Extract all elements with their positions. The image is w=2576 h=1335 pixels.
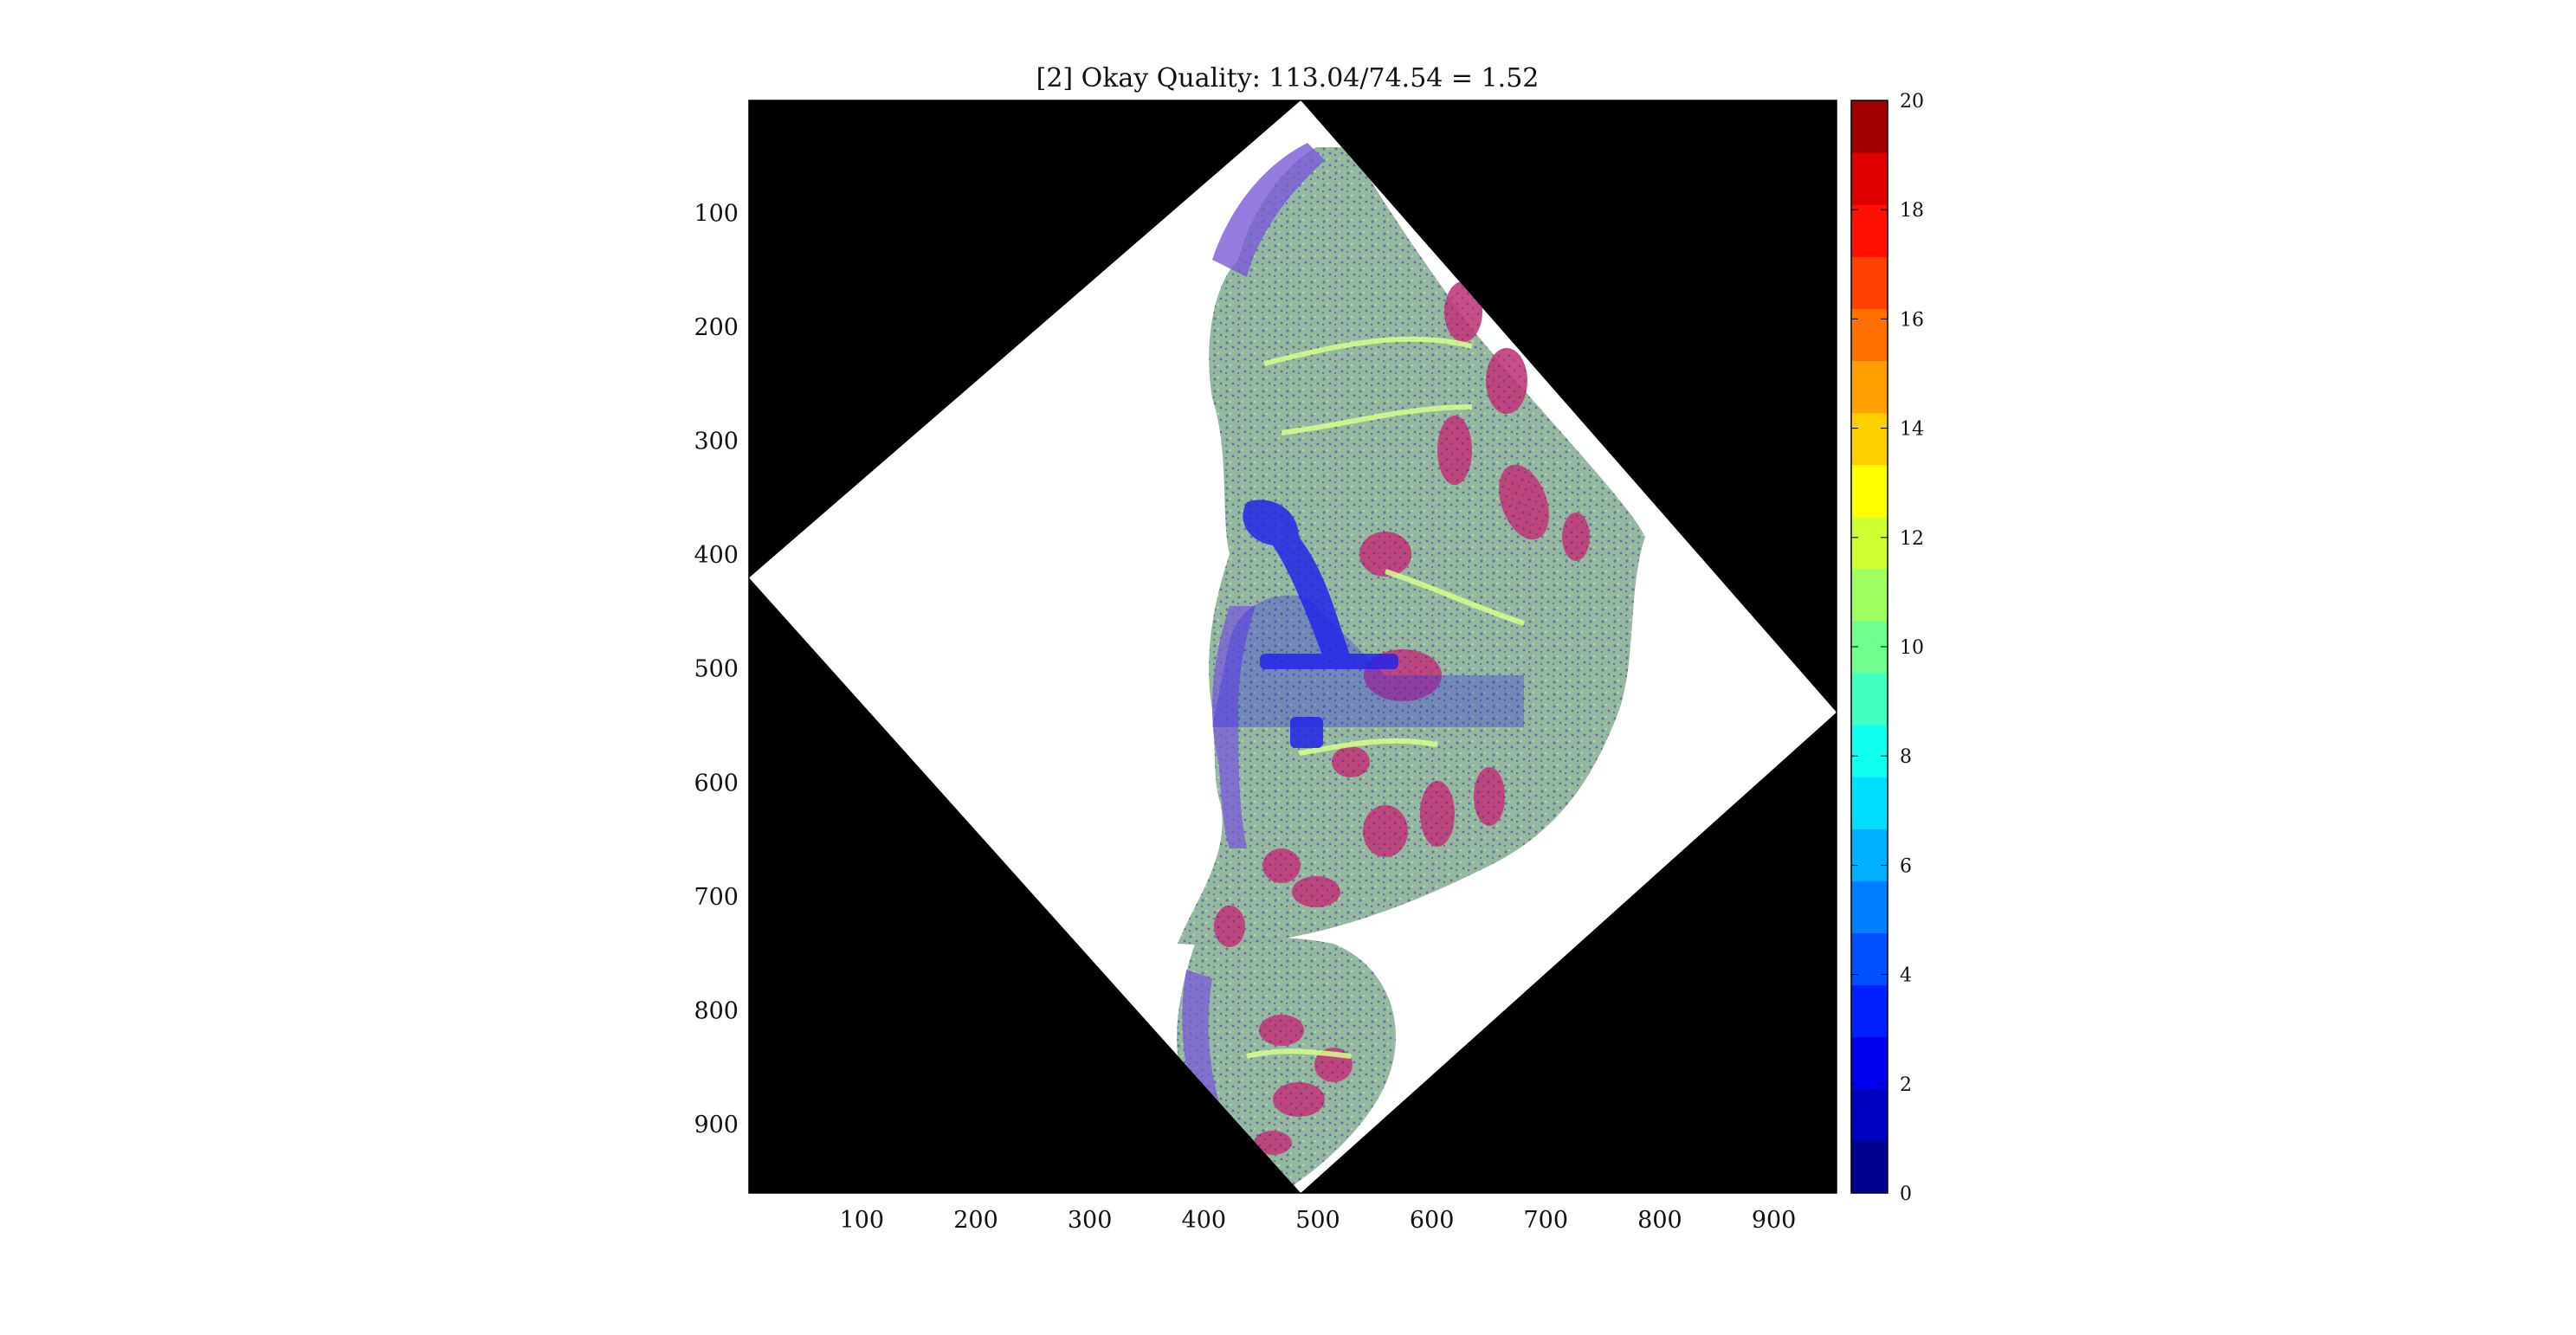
x-tick-label: 400 (1182, 1207, 1227, 1234)
colorbar-swatch (1851, 360, 1888, 414)
annotation-stroke (1243, 500, 1398, 748)
x-tick-label: 900 (1752, 1207, 1797, 1234)
y-tick-label: 500 (694, 656, 739, 683)
tissue-overlay (1177, 143, 1645, 1193)
colorbar-swatch (1851, 516, 1888, 570)
colorbar-swatch (1851, 880, 1888, 934)
colorbar-ticks: 0 2 4 6 8 10 12 14 16 18 20 (1851, 91, 1924, 1205)
colorbar-tick-label: 0 (1900, 1183, 1912, 1205)
chart-title: [2] Okay Quality: 113.04/74.54 = 1.52 (1036, 63, 1540, 94)
y-tick-label: 600 (694, 770, 739, 796)
colorbar-tick-label: 12 (1900, 528, 1924, 550)
colorbar-swatch (1851, 673, 1888, 726)
x-tick-label: 800 (1637, 1207, 1682, 1234)
colorbar-swatch (1851, 932, 1888, 986)
colorbar-tick-label: 18 (1900, 200, 1924, 222)
colorbar-swatch (1851, 829, 1888, 881)
x-tick-label: 700 (1524, 1207, 1569, 1234)
colorbar-tick-label: 4 (1900, 965, 1912, 987)
plot-frame (748, 100, 1837, 1194)
tissue-left-edge (1212, 606, 1256, 848)
colorbar-swatch (1851, 777, 1888, 829)
y-tick-label: 700 (694, 884, 739, 911)
colorbar-tick-label: 14 (1900, 419, 1924, 441)
colorbar-swatch (1851, 256, 1888, 309)
x-tick-label: 500 (1295, 1207, 1340, 1234)
colorbar: 0 2 4 6 8 10 12 14 16 18 20 (1850, 91, 1924, 1205)
colorbar-swatch (1851, 464, 1888, 518)
colorbar-swatch (1851, 984, 1888, 1038)
x-tick-label: 300 (1068, 1207, 1113, 1234)
colorbar-swatch (1851, 152, 1888, 205)
colorbar-tick-label: 16 (1900, 309, 1924, 331)
colorbar-tick-label: 20 (1900, 91, 1924, 113)
colorbar-swatch (1851, 100, 1888, 153)
x-tick-label: 600 (1410, 1207, 1455, 1234)
y-axis-ticks: 100 200 300 400 500 600 700 800 900 (694, 200, 1837, 1138)
x-tick-label: 200 (953, 1207, 998, 1234)
colorbar-swatches (1851, 100, 1888, 1194)
colorbar-tick-label: 2 (1900, 1074, 1912, 1096)
colorbar-swatch (1851, 568, 1888, 622)
colorbar-swatch (1851, 412, 1888, 466)
colorbar-swatch (1851, 308, 1888, 361)
colorbar-swatch (1851, 1088, 1888, 1142)
y-tick-label: 300 (694, 428, 739, 455)
colorbar-tick-label: 10 (1900, 637, 1924, 659)
y-tick-label: 900 (694, 1112, 739, 1138)
tissue-lumen-edge (1212, 143, 1325, 277)
colorbar-tick-label: 8 (1900, 746, 1912, 768)
x-axis-ticks: 100 200 300 400 500 600 700 800 900 (840, 100, 1797, 1234)
y-tick-label: 100 (694, 200, 739, 227)
highlight-strands (1246, 336, 1525, 1059)
y-tick-label: 800 (694, 997, 739, 1024)
colorbar-swatch (1851, 725, 1888, 777)
x-tick-label: 100 (840, 1207, 885, 1234)
plot-axes: 100 200 300 400 500 600 700 800 900 100 200 300 400… (694, 100, 1837, 1234)
y-tick-label: 200 (694, 314, 739, 341)
colorbar-swatch (1851, 204, 1888, 257)
colorbar-swatch (1851, 1140, 1888, 1194)
y-tick-label: 400 (694, 542, 739, 569)
colorbar-swatch (1851, 1036, 1888, 1090)
colorbar-tick-label: 6 (1900, 855, 1912, 877)
